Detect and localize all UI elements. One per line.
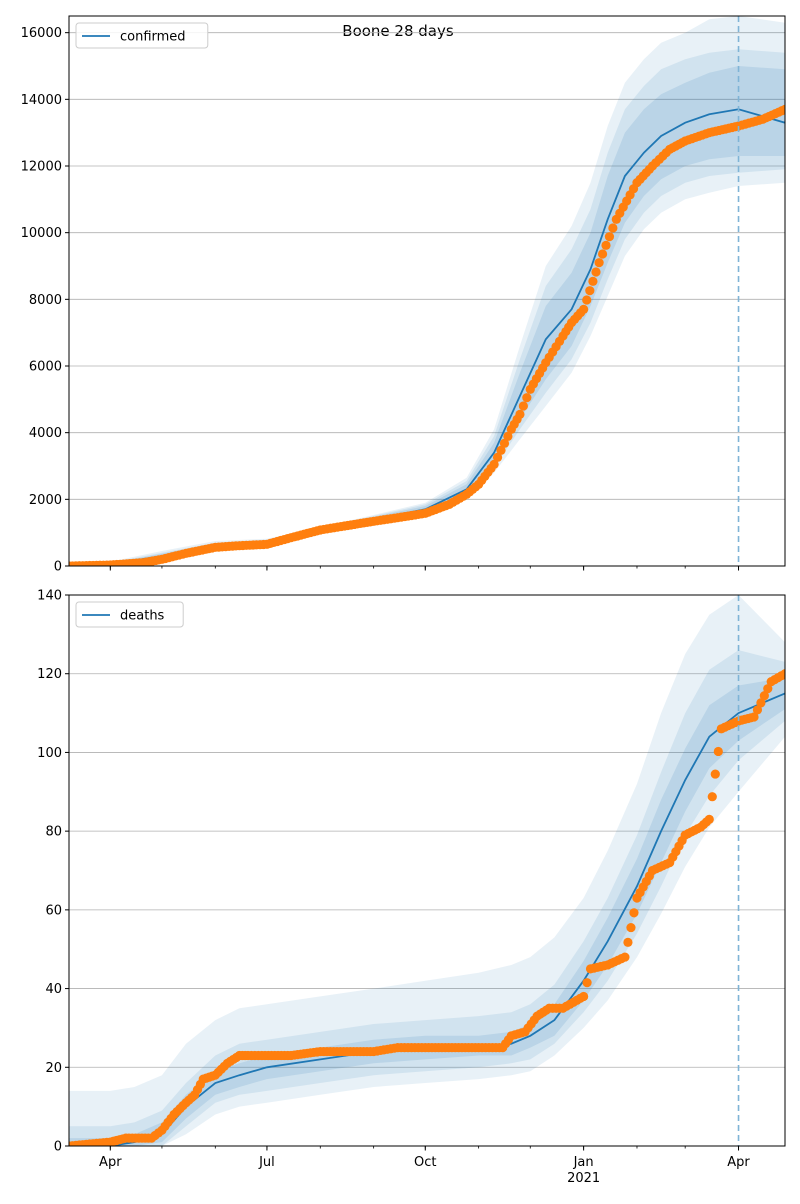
- observed-point: [704, 814, 714, 824]
- observed-point: [780, 104, 785, 114]
- legend-label: deaths: [120, 609, 165, 624]
- plot-frame: [68, 594, 786, 1147]
- plot-area: [69, 595, 785, 1146]
- observed-point: [601, 240, 611, 250]
- x-tick-label: Apr: [727, 1155, 750, 1170]
- uncertainty-band-3: [69, 16, 785, 566]
- y-tick-label: 14000: [21, 93, 62, 108]
- figure-title: Boone 28 days: [342, 22, 454, 40]
- y-tick-label: 0: [54, 560, 62, 575]
- plot-frame: [68, 15, 786, 567]
- y-tick-label: 12000: [21, 160, 62, 175]
- observed-point: [608, 223, 618, 233]
- observed-point: [626, 922, 636, 933]
- y-tick-label: 40: [45, 982, 62, 997]
- y-tick-label: 16000: [21, 26, 62, 41]
- observed-point: [623, 937, 633, 947]
- plot-area: [69, 16, 785, 566]
- observed-point: [752, 705, 763, 715]
- y-tick-label: 2000: [29, 493, 62, 508]
- observed-point: [585, 286, 595, 296]
- observed-point: [496, 445, 506, 455]
- observed-point: [499, 438, 510, 448]
- observed-point: [710, 769, 720, 779]
- legend-label: confirmed: [120, 30, 186, 45]
- observed-point: [522, 393, 532, 403]
- observed-point: [492, 452, 503, 462]
- y-tick-label: 10000: [21, 226, 62, 241]
- x-tick-label: Apr: [99, 1155, 122, 1170]
- y-tick-label: 120: [37, 667, 62, 682]
- y-tick-label: 4000: [29, 426, 62, 441]
- y-tick-label: 8000: [29, 293, 62, 308]
- observed-point: [588, 276, 598, 286]
- y-tick-label: 140: [37, 589, 62, 604]
- observed-point: [591, 267, 601, 277]
- legend: deaths: [75, 601, 184, 628]
- observed-point: [629, 908, 639, 918]
- observed-point: [780, 669, 785, 679]
- observed-point: [518, 401, 528, 411]
- y-tick-label: 80: [45, 825, 62, 840]
- observed-point: [582, 978, 592, 988]
- observed-point: [503, 431, 513, 441]
- x-tick-sublabel: 2021: [567, 1171, 600, 1186]
- observed-point: [597, 249, 608, 259]
- y-tick-label: 0: [54, 1140, 62, 1155]
- observed-point: [579, 304, 589, 314]
- observed-point: [620, 952, 630, 962]
- observed-point: [579, 991, 589, 1002]
- observed-point: [759, 691, 769, 701]
- uncertainty-band-1: [69, 677, 785, 1146]
- observed-point: [582, 295, 592, 305]
- x-tick-label: Jan: [573, 1155, 594, 1170]
- observed-point: [749, 712, 759, 722]
- uncertainty-band-2: [69, 49, 785, 566]
- observed-point: [756, 698, 766, 708]
- legend-box: [75, 601, 184, 628]
- legend: confirmed: [75, 22, 209, 49]
- observed-point: [515, 409, 525, 419]
- confirmed-panel: 0 2000 4000 6000 8000 10000 12000 14000 16000 con…: [21, 15, 786, 575]
- x-tick-label: Jul: [258, 1155, 275, 1170]
- legend-box: [75, 22, 209, 49]
- observed-point: [713, 746, 723, 757]
- observed-point: [604, 232, 615, 242]
- y-tick-label: 6000: [29, 360, 62, 375]
- observed-point: [707, 792, 717, 802]
- y-tick-label: 20: [45, 1061, 62, 1076]
- x-tick-label: Oct: [414, 1155, 436, 1170]
- observed-point: [763, 684, 773, 694]
- y-tick-label: 100: [37, 746, 62, 761]
- observed-point: [594, 258, 604, 268]
- observed-point: [489, 459, 499, 469]
- uncertainty-band-3: [69, 595, 785, 1146]
- uncertainty-band-1: [69, 66, 785, 566]
- y-tick-label: 60: [45, 903, 62, 918]
